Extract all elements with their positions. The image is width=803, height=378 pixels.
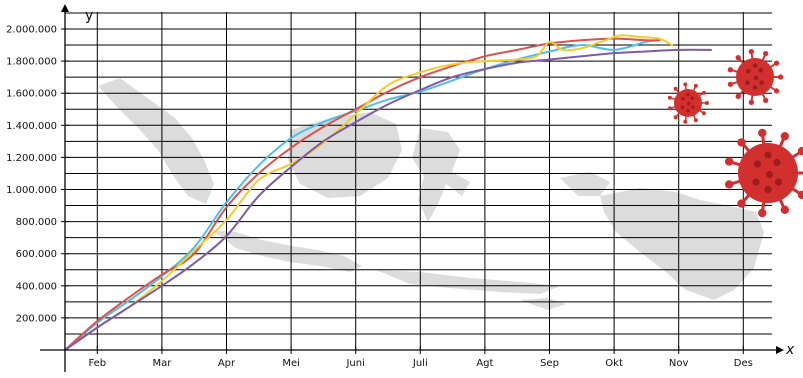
y-axis-label: y <box>85 8 93 24</box>
x-tick-label: Apr <box>218 358 236 369</box>
x-tick-label: Mar <box>152 358 172 369</box>
virus-icon <box>727 48 784 106</box>
virus-icon <box>724 128 803 218</box>
x-tick-label: Sep <box>540 358 559 369</box>
x-tick-label: Okt <box>605 358 623 369</box>
y-tick-label: 1.400.000 <box>6 121 57 132</box>
virus-decorations <box>667 48 803 218</box>
y-tick-label: 2.000.000 <box>6 25 57 36</box>
y-tick-label: 800.000 <box>16 217 57 228</box>
x-axis-arrow <box>776 346 784 354</box>
virus-icon <box>667 82 709 124</box>
x-tick-label: Feb <box>88 358 106 369</box>
chart-series <box>64 34 712 351</box>
y-tick-label: 1.200.000 <box>6 153 57 164</box>
y-axis-arrow <box>61 4 69 12</box>
axis-ticks: 200.000 400.000 600.000 800.000 1.000.000 1.2… <box>6 25 753 370</box>
x-tick-label: Agt <box>476 358 493 369</box>
y-tick-label: 600.000 <box>16 249 57 260</box>
x-tick-label: Mei <box>282 358 300 369</box>
chart-axes: x y <box>40 4 795 372</box>
x-axis-label: x <box>785 342 795 358</box>
y-tick-label: 1.800.000 <box>6 57 57 68</box>
x-tick-label: Juni <box>345 358 364 369</box>
series-line-3 <box>64 34 674 351</box>
series-line-2 <box>64 37 661 351</box>
series-line-4 <box>64 48 712 351</box>
x-tick-label: Nov <box>669 358 689 369</box>
y-tick-label: 400.000 <box>16 281 57 292</box>
x-tick-label: Juli <box>412 358 428 369</box>
y-tick-label: 200.000 <box>16 313 57 324</box>
y-tick-label: 1.600.000 <box>6 89 57 100</box>
y-tick-label: 1.000.000 <box>6 185 57 196</box>
indonesia-map-silhouette <box>98 78 764 310</box>
chart-grid <box>65 12 772 350</box>
x-tick-label: Des <box>734 358 753 369</box>
series-line-1 <box>64 39 661 351</box>
